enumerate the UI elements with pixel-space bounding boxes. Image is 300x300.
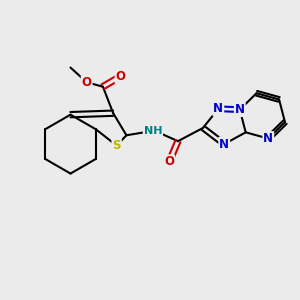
Text: S: S [112,139,121,152]
Text: N: N [219,138,229,151]
Text: N: N [213,102,223,115]
Text: O: O [82,76,92,89]
Text: O: O [116,70,126,83]
Text: O: O [164,155,174,168]
Text: NH: NH [144,126,162,136]
Text: N: N [263,132,273,145]
Text: N: N [235,103,245,116]
